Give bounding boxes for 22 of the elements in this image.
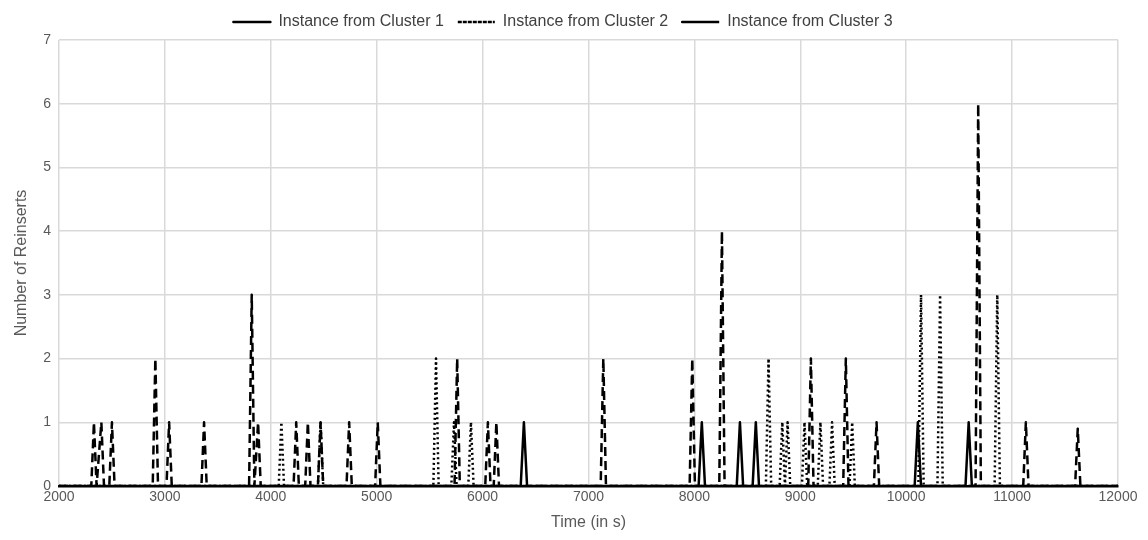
x-tick-label: 12000 bbox=[1098, 488, 1138, 505]
y-tick-label: 1 bbox=[43, 413, 52, 430]
y-axis-title: Number of Reinserts bbox=[12, 189, 30, 337]
x-tick-label: 4000 bbox=[255, 488, 287, 505]
x-tick-label: 6000 bbox=[467, 488, 499, 505]
legend-label: Instance from Cluster 3 bbox=[727, 12, 893, 30]
y-tick-label: 6 bbox=[43, 94, 52, 111]
y-tick-label: 5 bbox=[43, 158, 52, 175]
y-tick-label: 3 bbox=[43, 285, 52, 302]
legend-label: Instance from Cluster 2 bbox=[502, 12, 669, 30]
x-tick-label: 9000 bbox=[784, 488, 817, 505]
y-tick-label: 2 bbox=[43, 349, 52, 366]
x-tick-label: 7000 bbox=[572, 488, 605, 505]
x-tick-label: 8000 bbox=[678, 488, 711, 505]
y-tick-label: 4 bbox=[43, 222, 52, 238]
x-tick-label: 5000 bbox=[361, 488, 393, 505]
x-tick-label: 11000 bbox=[993, 488, 1032, 505]
x-tick-label: 10000 bbox=[886, 488, 926, 505]
y-tick-label: 7 bbox=[43, 30, 52, 47]
x-tick-label: 3000 bbox=[149, 488, 181, 505]
legend-label: Instance from Cluster 1 bbox=[278, 12, 444, 30]
x-axis-title: Time (in s) bbox=[551, 512, 626, 530]
